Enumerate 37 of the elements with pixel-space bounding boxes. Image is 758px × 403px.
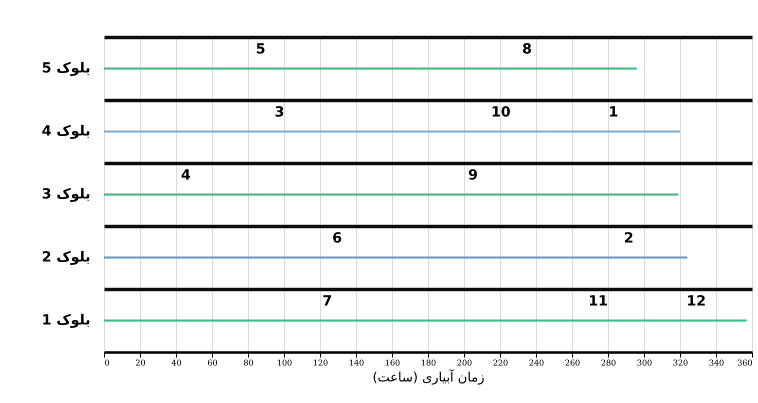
y-tick-label: بلوک 4 [42,124,90,140]
x-tick-label: 0 [104,358,110,368]
series-label: 9 [468,168,478,184]
x-tick-label: 360 [737,358,752,368]
series-label: 7 [322,294,332,310]
y-tick-label: بلوک 2 [42,250,90,266]
series-label: 4 [181,168,192,184]
series-label: 2 [624,230,634,246]
series-label: 11 [588,294,608,310]
y-tick-label: بلوک 1 [42,312,90,328]
x-tick-label: 60 [207,358,218,368]
series-label: 10 [491,104,511,120]
x-tick-label: 260 [564,358,580,368]
x-tick-label: 300 [636,358,652,368]
series-label: 12 [686,294,706,310]
series-label: 1 [608,104,618,120]
series-label: 3 [274,104,284,120]
x-tick-label: 340 [708,358,724,368]
x-tick-label: 120 [312,358,328,368]
x-tick-label: 320 [672,358,688,368]
series-label: 8 [522,42,532,58]
x-tick-label: 220 [492,358,508,368]
x-tick-label: 200 [456,358,472,368]
x-tick-label: 240 [528,358,544,368]
x-tick-label: 140 [348,358,364,368]
y-tick-label: بلوک 5 [42,60,90,76]
x-tick-label: 100 [276,358,292,368]
x-axis-title: زمان آبیاری (ساعت) [372,368,485,386]
x-tick-label: 40 [171,358,182,368]
x-tick-label: 160 [384,358,400,368]
x-tick-label: 80 [243,358,254,368]
series-label: 6 [332,230,342,246]
y-tick-label: بلوک 3 [42,186,90,202]
x-tick-label: 280 [600,358,616,368]
x-tick-label: 20 [135,358,146,368]
x-tick-label: 180 [420,358,436,368]
series-label: 5 [256,42,266,58]
